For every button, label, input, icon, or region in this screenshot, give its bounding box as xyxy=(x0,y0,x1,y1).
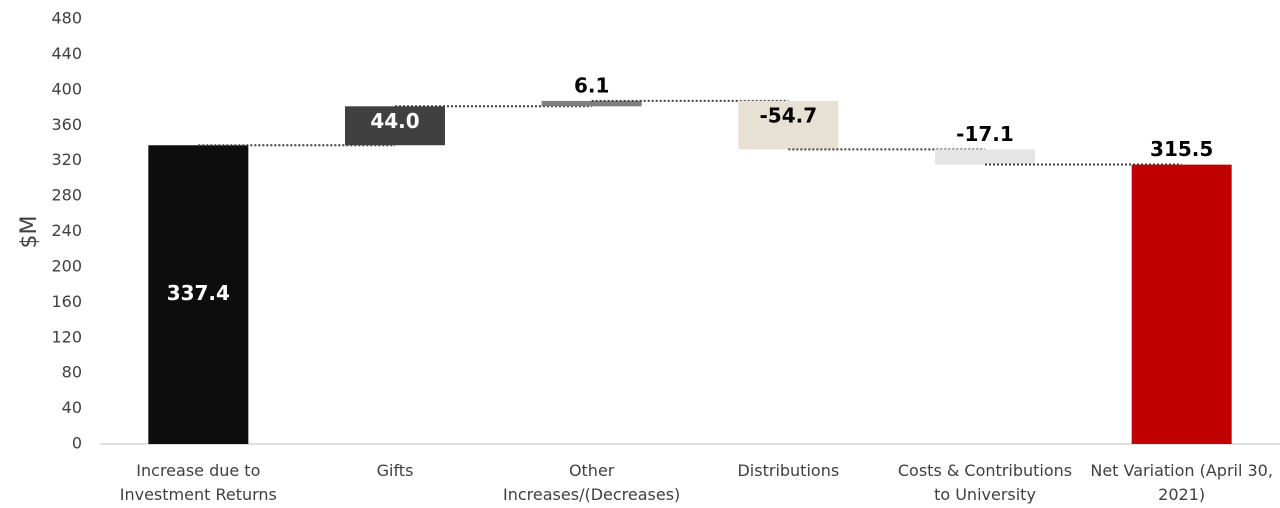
y-tick-label: 320 xyxy=(51,150,82,169)
y-tick-label: 480 xyxy=(51,9,82,28)
y-axis-label: $M xyxy=(17,216,42,249)
x-tick-label: Costs & Contributions to University xyxy=(897,461,1073,504)
bar xyxy=(738,100,839,150)
data-label: 44.0 xyxy=(370,109,419,133)
y-tick-label: 240 xyxy=(51,221,82,240)
x-tick-label: Distributions xyxy=(737,461,840,480)
data-label: -17.1 xyxy=(956,122,1014,146)
y-tick-label: 120 xyxy=(51,327,82,346)
y-tick-label: 80 xyxy=(62,363,82,382)
data-label: -54.7 xyxy=(760,103,818,127)
y-tick-label: 280 xyxy=(51,186,82,205)
bar xyxy=(345,106,445,146)
y-tick-label: 40 xyxy=(62,398,82,417)
y-tick-label: 400 xyxy=(51,79,82,98)
y-tick-label: 440 xyxy=(51,44,82,63)
y-tick-label: 160 xyxy=(51,292,82,311)
bar xyxy=(541,100,642,107)
y-tick-label: 360 xyxy=(51,115,82,134)
data-label: 6.1 xyxy=(574,73,609,97)
y-tick-label: 200 xyxy=(51,256,82,275)
x-tick-label: Increase due to Investment Returns xyxy=(119,461,277,504)
y-tick-label: 0 xyxy=(72,434,82,453)
x-tick-label: Gifts xyxy=(376,461,414,480)
x-tick-label: Net Variation (April 30, 2021) xyxy=(1090,461,1273,504)
bar xyxy=(935,149,1035,165)
data-label: 315.5 xyxy=(1150,137,1213,161)
data-label: 337.4 xyxy=(167,281,230,305)
bar xyxy=(148,145,249,444)
x-tick-label: Other Increases/(Decreases) xyxy=(503,461,681,504)
bar xyxy=(1131,164,1232,444)
